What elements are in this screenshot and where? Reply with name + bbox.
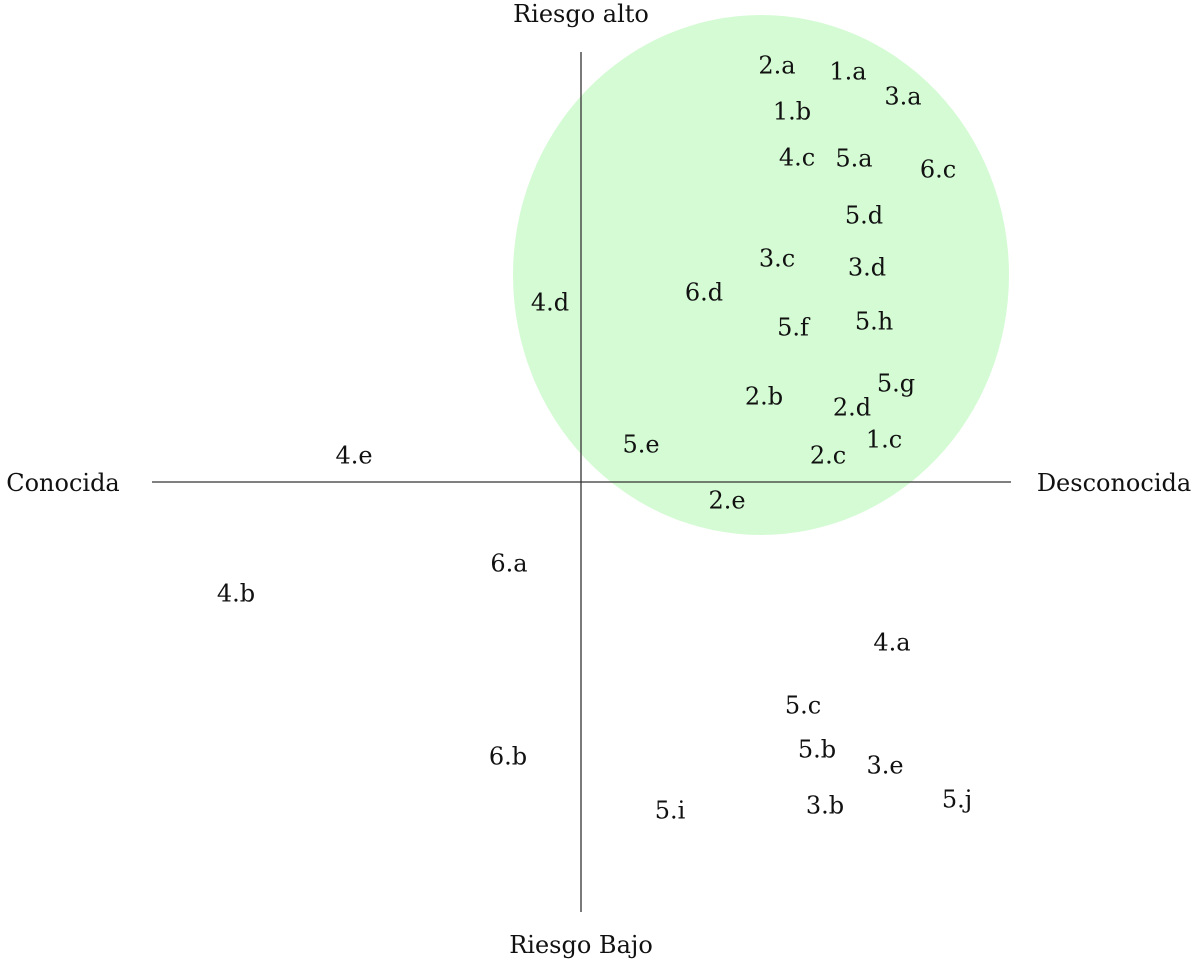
risk-item-2-c: 2.c bbox=[810, 442, 846, 470]
axis-label-right: Desconocida bbox=[1037, 469, 1191, 497]
risk-item-5-j: 5.j bbox=[942, 786, 972, 814]
risk-item-5-i: 5.i bbox=[655, 797, 686, 825]
risk-item-5-b: 5.b bbox=[798, 736, 836, 764]
risk-item-3-c: 3.c bbox=[759, 245, 795, 273]
risk-item-6-a: 6.a bbox=[490, 550, 527, 578]
risk-item-4-a: 4.a bbox=[873, 629, 910, 657]
risk-item-3-a: 3.a bbox=[884, 83, 921, 111]
risk-item-1-a: 1.a bbox=[829, 58, 866, 86]
risk-item-3-e: 3.e bbox=[866, 752, 903, 780]
risk-item-6-d: 6.d bbox=[685, 279, 723, 307]
risk-item-3-b: 3.b bbox=[806, 792, 844, 820]
risk-item-4-e: 4.e bbox=[335, 442, 372, 470]
risk-item-4-c: 4.c bbox=[779, 144, 815, 172]
risk-item-2-d: 2.d bbox=[833, 394, 871, 422]
axis-label-top: Riesgo alto bbox=[513, 0, 649, 28]
risk-item-5-c: 5.c bbox=[785, 692, 821, 720]
risk-item-2-a: 2.a bbox=[758, 52, 795, 80]
risk-item-2-b: 2.b bbox=[745, 383, 783, 411]
risk-item-5-d: 5.d bbox=[845, 202, 883, 230]
risk-item-5-a: 5.a bbox=[835, 145, 872, 173]
risk-item-3-d: 3.d bbox=[848, 254, 886, 282]
risk-item-4-d: 4.d bbox=[531, 289, 569, 317]
risk-item-1-c: 1.c bbox=[866, 426, 902, 454]
risk-item-6-c: 6.c bbox=[920, 156, 956, 184]
axis-label-left: Conocida bbox=[6, 469, 120, 497]
high-risk-unknown-zone bbox=[513, 15, 1009, 535]
axis-label-bottom: Riesgo Bajo bbox=[509, 931, 653, 959]
risk-item-5-h: 5.h bbox=[855, 308, 893, 336]
risk-item-1-b: 1.b bbox=[773, 98, 811, 126]
risk-item-4-b: 4.b bbox=[217, 580, 255, 608]
risk-item-6-b: 6.b bbox=[489, 743, 527, 771]
risk-item-5-f: 5.f bbox=[777, 314, 811, 342]
risk-item-2-e: 2.e bbox=[708, 487, 745, 515]
risk-item-5-e: 5.e bbox=[622, 431, 659, 459]
risk-item-5-g: 5.g bbox=[877, 370, 915, 398]
risk-items: 2.a 1.a 3.a 1.b 4.c 5.a 6.c 5.d 3.c 3.d 4.d 6.d 5.f 5… bbox=[217, 52, 972, 825]
